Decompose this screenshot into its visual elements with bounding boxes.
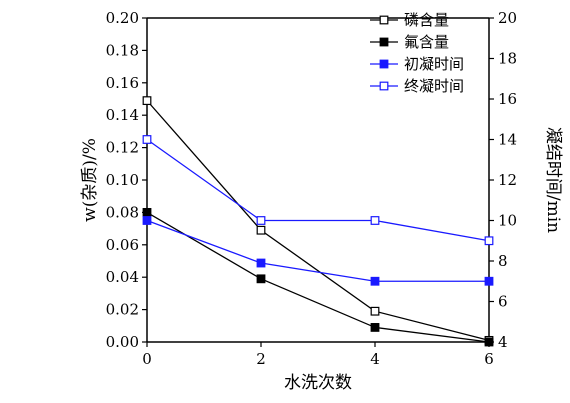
right-tick-label: 12 xyxy=(498,171,517,189)
series-line xyxy=(146,219,489,282)
legend-label: 初凝时间 xyxy=(404,55,464,73)
x-tick-label: 2 xyxy=(256,350,266,368)
legend-label: 终凝时间 xyxy=(404,77,464,95)
data-point xyxy=(370,323,380,332)
data-point xyxy=(256,216,266,225)
data-point xyxy=(142,208,152,217)
legend-label: 氟含量 xyxy=(404,33,449,51)
x-tick-label: 6 xyxy=(484,350,494,368)
left-tick-label: 0.10 xyxy=(106,171,139,189)
series-1 xyxy=(142,96,494,345)
legend-entry: 磷含量 xyxy=(370,11,449,29)
right-axis-ticks: 4 6 8 10 12 14 16 18 20 xyxy=(489,9,517,351)
data-point xyxy=(256,274,266,284)
data-point xyxy=(256,225,266,235)
data-point xyxy=(484,276,494,286)
right-tick-label: 4 xyxy=(498,333,508,351)
right-tick-label: 8 xyxy=(498,252,508,270)
data-point xyxy=(142,216,152,225)
left-tick-label: 0.06 xyxy=(106,236,139,254)
legend-entry: 终凝时间 xyxy=(370,77,464,95)
legend-entry: 氟含量 xyxy=(370,33,449,51)
data-point xyxy=(256,258,266,268)
data-point xyxy=(142,135,152,144)
right-tick-label: 6 xyxy=(498,293,508,311)
data-point xyxy=(370,306,380,316)
right-tick-label: 18 xyxy=(498,50,517,68)
left-axis-title: w(杂质)/% xyxy=(80,138,100,222)
left-tick-label: 0.08 xyxy=(106,203,139,221)
series-line xyxy=(146,100,490,342)
left-tick-label: 0.04 xyxy=(106,268,139,286)
x-tick-label: 4 xyxy=(370,350,380,368)
series-line xyxy=(146,211,490,343)
right-tick-label: 20 xyxy=(498,9,517,27)
series-3 xyxy=(142,216,494,286)
right-tick-label: 16 xyxy=(498,90,517,108)
left-tick-label: 0.12 xyxy=(106,139,139,157)
series-line xyxy=(146,138,490,242)
x-axis-title: 水洗次数 xyxy=(284,373,352,393)
x-tick-label: 0 xyxy=(142,350,152,368)
data-point xyxy=(370,276,380,286)
data-point xyxy=(484,236,494,246)
left-tick-label: 0.14 xyxy=(106,106,139,124)
left-tick-label: 0.18 xyxy=(106,41,139,59)
series-4 xyxy=(142,135,494,246)
data-point xyxy=(370,216,380,225)
right-axis-title: 凝结时间/min xyxy=(543,127,563,233)
left-tick-label: 0.02 xyxy=(106,301,139,319)
legend-entry: 初凝时间 xyxy=(370,55,464,73)
legend-marker xyxy=(379,37,389,47)
series-2 xyxy=(142,208,494,347)
legend-marker xyxy=(379,59,389,69)
left-axis-ticks: 0.00 0.02 0.04 0.06 0.08 0.10 0.12 0.14 0.16 0.18… xyxy=(106,9,147,351)
legend-marker xyxy=(379,81,389,91)
x-axis-ticks: 0 2 4 6 xyxy=(142,342,494,368)
data-point xyxy=(142,96,152,106)
legend-label: 磷含量 xyxy=(404,11,449,29)
left-tick-label: 0.16 xyxy=(106,74,139,92)
left-tick-label: 0.00 xyxy=(106,333,139,351)
legend-marker xyxy=(379,15,389,25)
data-point xyxy=(484,337,494,347)
right-tick-label: 14 xyxy=(498,131,517,149)
right-tick-label: 10 xyxy=(498,212,517,230)
series-layer xyxy=(142,96,494,347)
left-tick-label: 0.20 xyxy=(106,9,139,27)
